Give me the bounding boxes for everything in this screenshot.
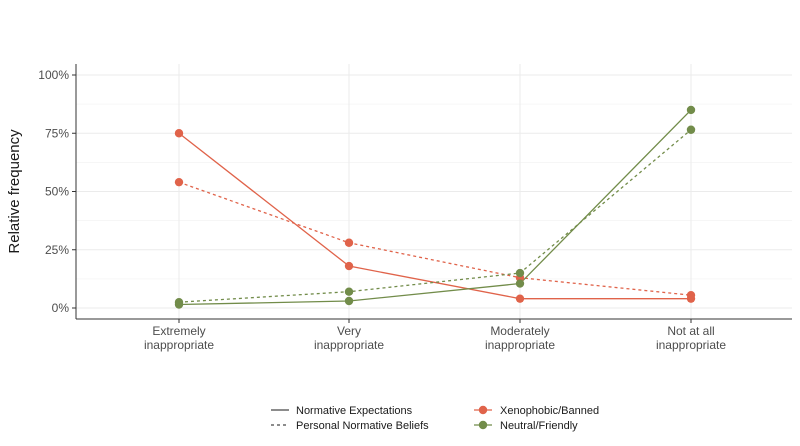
data-point-s2-4 — [686, 290, 696, 300]
data-point-s4-1 — [174, 297, 184, 307]
y-tick-label: 0% — [52, 301, 70, 315]
series-layer — [174, 105, 696, 309]
x-tick-label-line: inappropriate — [656, 338, 726, 352]
y-tick-label: 75% — [45, 126, 69, 140]
x-tick-label-line: Not at all — [667, 324, 714, 338]
x-tick-label-line: Very — [337, 324, 361, 338]
legend-linetype-label: Normative Expectations — [296, 405, 413, 417]
series-line-3 — [178, 109, 692, 306]
x-tick-label: Very inappropriate — [314, 324, 384, 352]
legend-linetype-label: Personal Normative Beliefs — [296, 420, 429, 432]
y-axis-title: Relative frequency — [6, 129, 23, 254]
x-tick-label: Extremely inappropriate — [144, 324, 214, 352]
series-line-4 — [178, 129, 692, 303]
x-tick-label: Moderately inappropriate — [485, 324, 555, 352]
legend-color-point — [478, 420, 488, 430]
axis-labels: 0%25%50%75%100%Extremely inappropriateVer… — [38, 68, 726, 352]
axes — [72, 64, 792, 323]
y-tick-label: 50% — [45, 185, 69, 199]
data-point-s3-4 — [686, 105, 696, 115]
data-point-s4-2 — [344, 287, 354, 296]
legend-color-point — [478, 405, 488, 415]
grid — [76, 64, 792, 319]
x-tick-label-line: Extremely — [152, 324, 205, 338]
data-point-s2-2 — [344, 238, 354, 247]
data-point-s1-3 — [515, 294, 525, 303]
legend-color-label: Neutral/Friendly — [500, 420, 578, 432]
data-point-s3-3 — [515, 279, 525, 288]
data-point-s4-3 — [515, 268, 525, 278]
data-point-s1-1 — [174, 129, 184, 138]
x-tick-label-line: Moderately — [490, 324, 549, 338]
x-tick-label-line: inappropriate — [144, 338, 214, 352]
data-point-s1-2 — [344, 261, 354, 271]
y-tick-label: 100% — [38, 68, 69, 82]
legend: Normative Expectations Personal Normative… — [271, 405, 599, 432]
x-tick-label-line: inappropriate — [314, 338, 384, 352]
data-point-s4-4 — [686, 125, 696, 134]
data-point-s2-1 — [174, 177, 184, 187]
series-line-1 — [178, 132, 691, 300]
series-line-2 — [178, 181, 692, 296]
legend-color-label: Xenophobic/Banned — [500, 405, 599, 417]
x-tick-label: Not at all inappropriate — [656, 324, 726, 352]
y-tick-label: 25% — [45, 243, 69, 257]
data-point-s3-2 — [344, 296, 354, 306]
x-tick-label-line: inappropriate — [485, 338, 555, 352]
